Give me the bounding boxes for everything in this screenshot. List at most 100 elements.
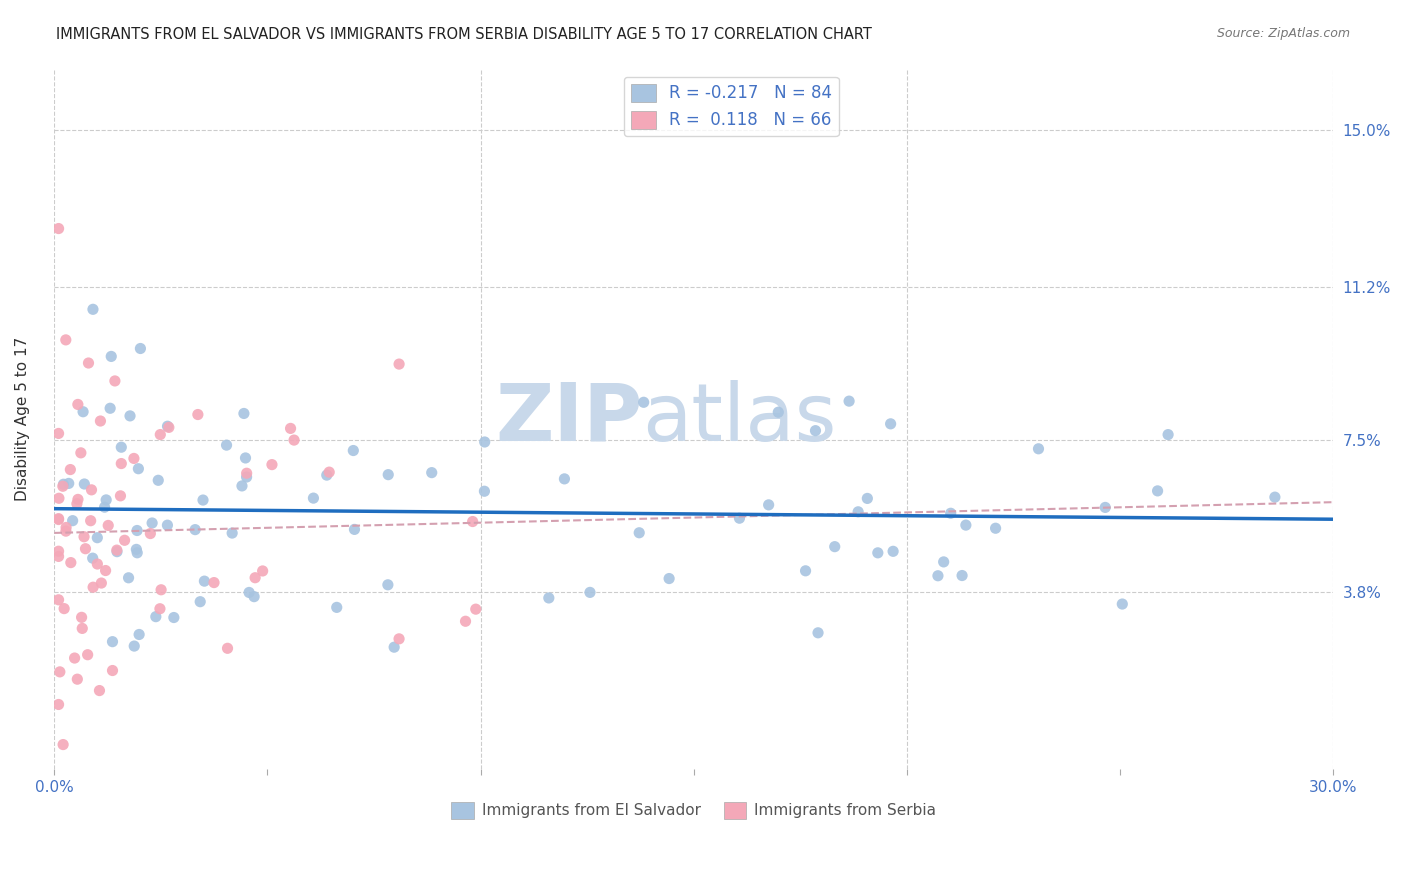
Point — [55, 333, 77, 347]
Point — [628, 525, 651, 540]
Point — [325, 600, 347, 615]
Point — [388, 632, 411, 646]
Point — [122, 451, 145, 466]
Point — [553, 472, 575, 486]
Point — [318, 465, 340, 479]
Text: IMMIGRANTS FROM EL SALVADOR VS IMMIGRANTS FROM SERBIA DISABILITY AGE 5 TO 17 COR: IMMIGRANTS FROM EL SALVADOR VS IMMIGRANT… — [56, 27, 872, 42]
Point — [48, 426, 70, 441]
Point — [461, 515, 484, 529]
Point — [302, 491, 325, 505]
Point — [90, 576, 112, 591]
Point — [62, 514, 84, 528]
Point — [1028, 442, 1050, 456]
Point — [127, 461, 149, 475]
Point — [66, 497, 89, 511]
Point — [474, 484, 496, 499]
Point — [80, 483, 103, 497]
Point — [48, 549, 70, 564]
Point — [48, 491, 70, 506]
Point — [105, 544, 128, 558]
Point — [184, 523, 207, 537]
Point — [110, 440, 132, 454]
Point — [215, 438, 238, 452]
Point — [866, 546, 889, 560]
Point — [283, 433, 305, 447]
Point — [231, 479, 253, 493]
Point — [49, 665, 72, 679]
Point — [235, 470, 257, 484]
Point — [59, 556, 82, 570]
Text: ZIP: ZIP — [495, 380, 643, 458]
Point — [66, 672, 89, 686]
Point — [579, 585, 602, 599]
Point — [82, 580, 104, 594]
Point — [70, 446, 93, 460]
Point — [48, 512, 70, 526]
Legend: Immigrants from El Salvador, Immigrants from Serbia: Immigrants from El Salvador, Immigrants … — [444, 796, 942, 825]
Point — [127, 546, 149, 560]
Point — [235, 450, 257, 465]
Point — [82, 551, 104, 566]
Point — [343, 522, 366, 536]
Point — [382, 640, 405, 655]
Point — [105, 543, 128, 558]
Point — [66, 492, 89, 507]
Point — [139, 526, 162, 541]
Point — [110, 489, 132, 503]
Point — [191, 493, 214, 508]
Point — [55, 520, 77, 534]
Point — [141, 516, 163, 530]
Point — [252, 564, 274, 578]
Point — [454, 614, 477, 628]
Point — [75, 541, 97, 556]
Point — [927, 568, 949, 582]
Point — [96, 492, 118, 507]
Point — [156, 419, 179, 434]
Point — [48, 221, 70, 235]
Point — [464, 602, 486, 616]
Point — [149, 427, 172, 442]
Point — [122, 639, 145, 653]
Point — [114, 533, 136, 548]
Point — [73, 530, 96, 544]
Point — [55, 524, 77, 538]
Point — [846, 505, 869, 519]
Point — [932, 555, 955, 569]
Point — [125, 524, 148, 538]
Point — [163, 610, 186, 624]
Point — [342, 443, 364, 458]
Point — [82, 302, 104, 317]
Point — [188, 595, 211, 609]
Point — [58, 476, 80, 491]
Point — [1157, 427, 1180, 442]
Point — [838, 394, 860, 409]
Point — [243, 571, 266, 585]
Point — [939, 506, 962, 520]
Point — [633, 395, 655, 409]
Point — [1146, 483, 1168, 498]
Point — [110, 457, 132, 471]
Point — [217, 641, 239, 656]
Point — [129, 342, 152, 356]
Point — [243, 590, 266, 604]
Point — [950, 568, 973, 582]
Point — [89, 683, 111, 698]
Point — [97, 518, 120, 533]
Y-axis label: Disability Age 5 to 17: Disability Age 5 to 17 — [15, 337, 30, 501]
Point — [53, 601, 76, 615]
Point — [52, 479, 75, 493]
Point — [117, 571, 139, 585]
Point — [728, 511, 751, 525]
Point — [94, 564, 117, 578]
Point — [768, 405, 790, 419]
Point — [101, 634, 124, 648]
Point — [202, 575, 225, 590]
Point — [104, 374, 127, 388]
Point — [148, 473, 170, 487]
Point — [807, 625, 830, 640]
Point — [101, 664, 124, 678]
Point — [879, 417, 901, 431]
Point — [76, 648, 98, 662]
Point — [984, 521, 1007, 535]
Point — [149, 601, 172, 615]
